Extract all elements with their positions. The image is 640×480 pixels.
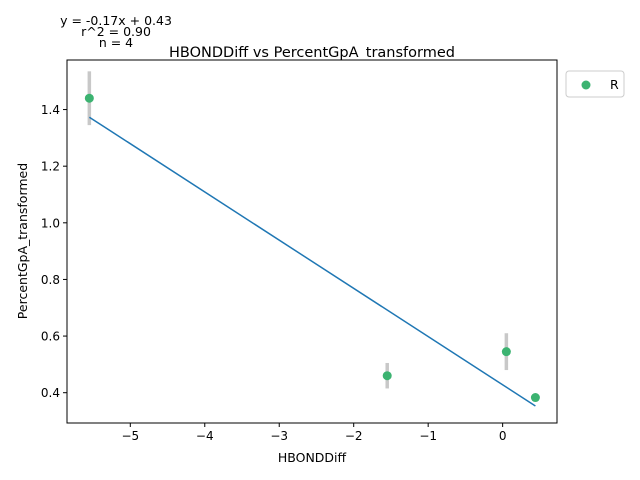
legend-marker-r xyxy=(581,80,591,90)
fit-annotations: y = -0.17x + 0.43 r^2 = 0.90 n = 4 xyxy=(60,13,172,50)
fit-line-group xyxy=(88,116,536,407)
data-point-0 xyxy=(84,93,94,103)
legend-label-r: R xyxy=(610,77,619,92)
x-tick-label: −4 xyxy=(196,429,214,443)
x-axis-label: HBONDDiff xyxy=(278,450,347,465)
x-tick-label: −1 xyxy=(419,429,437,443)
error-bars xyxy=(87,71,538,401)
data-point-3 xyxy=(530,393,540,403)
data-point-1 xyxy=(382,371,392,381)
plot-frame xyxy=(66,59,558,424)
annotation-equation: y = -0.17x + 0.43 xyxy=(60,13,172,28)
x-tick-label: −5 xyxy=(121,429,139,443)
y-tick-label: 1.0 xyxy=(41,216,60,230)
x-tick-label: 0 xyxy=(499,429,507,443)
x-axis-ticks: −5 −4 −3 −2 −1 0 xyxy=(121,423,506,443)
chart-title: HBONDDiff vs PercentGpA_transformed xyxy=(169,45,455,61)
y-tick-label: 0.6 xyxy=(41,330,60,344)
y-tick-label: 0.8 xyxy=(41,273,60,287)
fit-line xyxy=(88,116,536,407)
x-tick-label: −3 xyxy=(270,429,288,443)
y-tick-label: 1.2 xyxy=(41,160,60,174)
legend: R xyxy=(565,70,625,98)
legend-box xyxy=(565,70,625,98)
y-axis-ticks: 0.4 0.6 0.8 1.0 1.2 1.4 xyxy=(41,103,67,400)
y-axis-label: PercentGpA_transformed xyxy=(15,163,30,319)
y-tick-label: 1.4 xyxy=(41,103,60,117)
data-point-2 xyxy=(501,347,511,357)
y-tick-label: 0.4 xyxy=(41,386,60,400)
annotation-n: n = 4 xyxy=(99,35,133,50)
data-points xyxy=(84,93,540,403)
annotation-r-squared: r^2 = 0.90 xyxy=(81,24,151,39)
x-tick-label: −2 xyxy=(345,429,363,443)
